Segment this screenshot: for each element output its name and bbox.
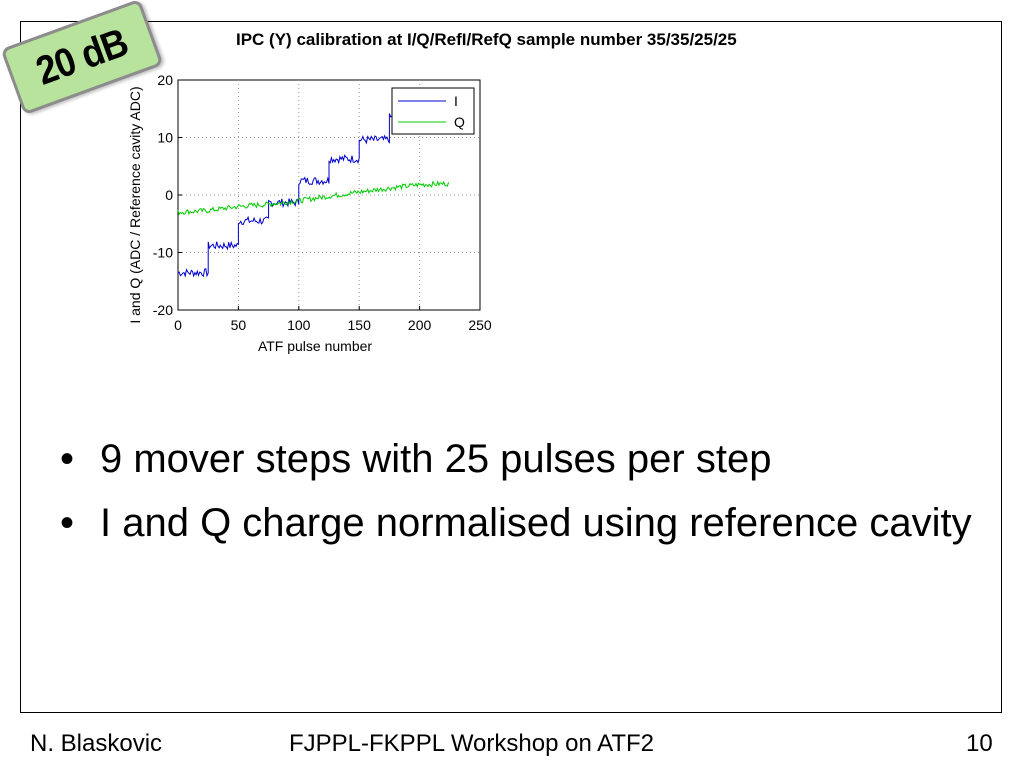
chart-title: IPC (Y) calibration at I/Q/RefI/RefQ sam…	[236, 30, 737, 49]
bullet-list: • 9 mover steps with 25 pulses per step •…	[60, 432, 990, 560]
bullet-text: I and Q charge normalised using referenc…	[100, 501, 972, 545]
footer-page-number: 10	[966, 730, 993, 757]
x-tick-label: 100	[287, 317, 311, 333]
legend-label-q: Q	[454, 114, 465, 130]
legend-label-i: I	[454, 93, 458, 109]
legend-box	[391, 87, 475, 135]
bullet-item: • 9 mover steps with 25 pulses per step	[60, 432, 990, 486]
bullet-dot-icon: •	[60, 501, 75, 545]
y-tick-label: 20	[157, 72, 173, 88]
y-tick-label: -10	[153, 245, 173, 261]
y-tick-label: 10	[157, 130, 173, 146]
footer-author: N. Blaskovic	[30, 730, 163, 757]
x-tick-label: 150	[348, 317, 372, 333]
footer-title: FJPPL-FKPPL Workshop on ATF2	[289, 730, 655, 757]
bullet-item: • I and Q charge normalised using referen…	[60, 496, 990, 550]
x-tick-label: 50	[231, 317, 247, 333]
x-tick-label: 250	[468, 317, 492, 333]
x-tick-label: 0	[174, 317, 182, 333]
y-tick-label: 0	[165, 187, 173, 203]
x-axis-label: ATF pulse number	[258, 338, 372, 354]
bullet-dot-icon: •	[60, 437, 75, 481]
x-tick-label: 200	[408, 317, 432, 333]
bullet-text: 9 mover steps with 25 pulses per step	[100, 437, 772, 481]
series-q-line	[177, 179, 450, 216]
y-tick-label: -20	[153, 302, 173, 318]
y-axis-label: I and Q (ADC / Reference cavity ADC)	[127, 86, 143, 323]
